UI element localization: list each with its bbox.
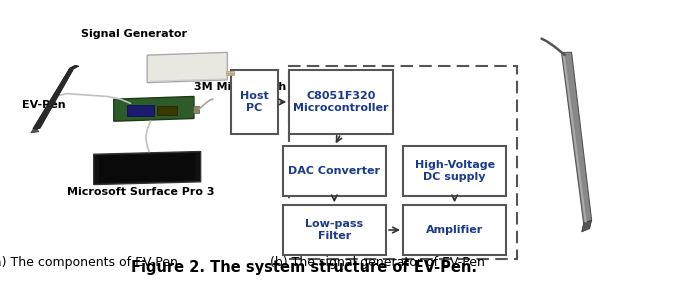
Bar (282, 146, 386, 196)
Polygon shape (93, 151, 201, 185)
Polygon shape (582, 220, 591, 232)
Text: (a) The components of EV-Pen: (a) The components of EV-Pen (0, 256, 178, 269)
Text: Amplifier: Amplifier (426, 225, 484, 235)
Polygon shape (147, 52, 227, 83)
Text: Microsoft Surface Pro 3: Microsoft Surface Pro 3 (67, 187, 214, 197)
Polygon shape (114, 96, 194, 121)
Polygon shape (561, 52, 591, 223)
Text: 3M Microtouch panel: 3M Microtouch panel (194, 82, 325, 92)
Bar (403, 146, 507, 196)
Polygon shape (33, 65, 79, 130)
Text: Figure 2. The system structure of EV-Pen.: Figure 2. The system structure of EV-Pen… (131, 260, 477, 275)
Bar (226, 72, 234, 75)
Bar (282, 205, 386, 255)
Text: (b) The signal generator of EV-Pen: (b) The signal generator of EV-Pen (270, 256, 485, 269)
Text: DAC Converter: DAC Converter (288, 166, 381, 176)
Text: Host
PC: Host PC (240, 91, 269, 113)
Polygon shape (31, 130, 39, 133)
Polygon shape (99, 153, 195, 182)
Bar (192, 106, 199, 113)
Text: High-Voltage
DC supply: High-Voltage DC supply (415, 160, 494, 182)
Bar (403, 205, 507, 255)
Bar (127, 105, 154, 116)
Text: C8051F320
Microcontroller: C8051F320 Microcontroller (293, 91, 389, 113)
Polygon shape (149, 78, 226, 82)
Text: Low-pass
Filter: Low-pass Filter (306, 219, 364, 241)
Bar (231, 70, 278, 134)
Bar (157, 106, 177, 115)
Bar (226, 71, 234, 73)
Bar (289, 66, 517, 259)
Text: Signal Generator: Signal Generator (80, 29, 187, 38)
Text: EV-Pen: EV-Pen (22, 100, 65, 110)
Bar (289, 70, 393, 134)
